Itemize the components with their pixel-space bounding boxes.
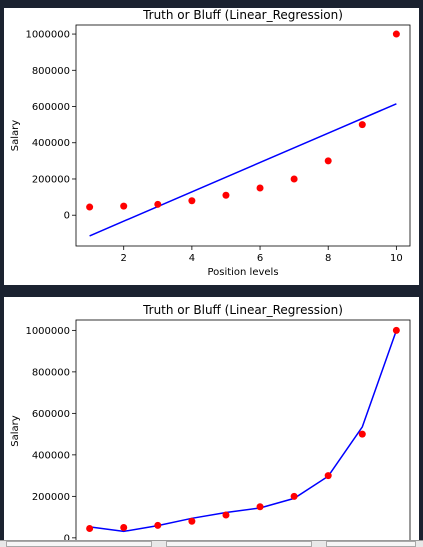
data-point (120, 523, 128, 531)
x-tick-label: 2 (121, 253, 127, 264)
chart-linear: Truth or Bluff (Linear_Regression) 2 4 6 8 10… (10, 8, 411, 278)
data-point (324, 157, 332, 165)
y-tick-label: 200000 (32, 492, 70, 503)
y-tick-label: 0 (64, 211, 70, 222)
chart-panel-linear: Truth or Bluff (Linear_Regression) 2 4 6 8 10… (4, 8, 419, 285)
taskbar-button[interactable] (326, 541, 416, 547)
regression-line (89, 103, 397, 237)
data-point (358, 121, 366, 129)
y-tick-label: 600000 (32, 409, 70, 420)
data-point (290, 492, 298, 500)
y-axis-label: Salary (10, 415, 21, 446)
data-point (392, 326, 400, 334)
y-tick-label: 800000 (32, 367, 70, 378)
data-point (188, 197, 196, 205)
data-point (222, 191, 230, 199)
data-point (324, 472, 332, 480)
plot-frame (75, 24, 411, 247)
data-point (154, 200, 162, 208)
y-tick-label: 400000 (32, 450, 70, 461)
chart-panel-polynomial: Truth or Bluff (Linear_Regression) 0 20000… (4, 297, 419, 546)
data-point (188, 517, 196, 525)
x-tick-label: 4 (189, 253, 195, 264)
data-point (256, 184, 264, 192)
x-tick-label: 6 (257, 253, 263, 264)
x-axis-label: Position levels (207, 267, 278, 278)
x-tick-label: 8 (325, 253, 331, 264)
y-tick-label: 400000 (32, 138, 70, 149)
y-tick-label: 1000000 (25, 30, 70, 41)
data-point (256, 503, 264, 511)
data-point (120, 202, 128, 210)
data-point (154, 521, 162, 529)
y-tick-label: 0 (64, 533, 70, 544)
y-axis-label: Salary (10, 120, 21, 151)
chart-title: Truth or Bluff (Linear_Regression) (142, 303, 343, 317)
data-point (290, 175, 298, 183)
y-tick-label: 800000 (32, 66, 70, 77)
data-point (392, 30, 400, 38)
y-tick-label: 1000000 (25, 326, 70, 337)
data-point (222, 511, 230, 519)
x-tick-label: 10 (390, 253, 403, 264)
data-point (358, 430, 366, 438)
chart-title: Truth or Bluff (Linear_Regression) (142, 8, 343, 22)
regression-line (89, 330, 398, 533)
y-tick-label: 200000 (32, 174, 70, 185)
data-point (86, 525, 94, 533)
chart-polynomial: Truth or Bluff (Linear_Regression) 0 20000… (10, 303, 411, 546)
taskbar-button[interactable] (6, 541, 152, 547)
y-tick-label: 600000 (32, 102, 70, 113)
data-point (86, 203, 94, 211)
taskbar-button[interactable] (166, 541, 312, 547)
